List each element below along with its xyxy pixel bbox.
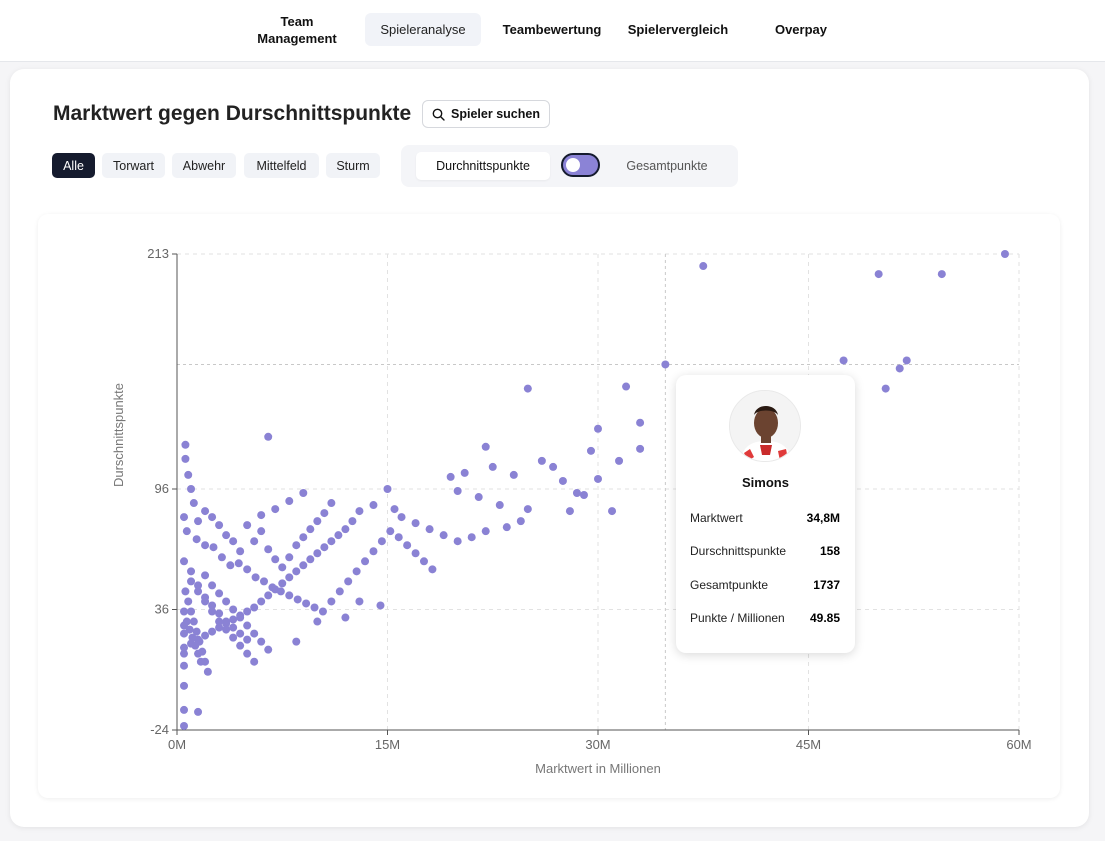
filter-chip-alle[interactable]: Alle [52, 153, 95, 178]
page-title: Marktwert gegen Durschnittspunkte [53, 102, 412, 125]
nav-tab-spieleranalyse[interactable]: Spieleranalyse [365, 13, 481, 46]
tooltip-row-durchschnittspunkte: Durschnittspunkte 158 [690, 544, 840, 558]
filter-chip-torwart[interactable]: Torwart [102, 153, 165, 178]
search-icon [432, 108, 445, 121]
player-tooltip: Simons Marktwert 34,8M Durschnittspunkte 1… [676, 375, 855, 653]
tooltip-row-gesamtpunkte: Gesamtpunkte 1737 [690, 578, 840, 592]
filter-chip-abwehr[interactable]: Abwehr [172, 153, 236, 178]
filter-chip-sturm[interactable]: Sturm [326, 153, 380, 178]
tooltip-row-marktwert: Marktwert 34,8M [690, 511, 840, 525]
player-avatar [729, 390, 801, 462]
nav-tab-team-management[interactable]: Team Management [257, 13, 337, 46]
metric-option-gesamtpunkte[interactable]: Gesamtpunkte [626, 159, 708, 173]
search-player-button[interactable]: Spieler suchen [422, 100, 550, 128]
tooltip-row-punkte-pro-million: Punkte / Millionen 49.85 [690, 611, 840, 625]
nav-tab-teambewertung[interactable]: Teambewertung [502, 22, 602, 37]
top-navigation: Team Management Spieleranalyse Teambewer… [0, 0, 1105, 62]
metric-switch[interactable] [561, 153, 600, 177]
nav-tab-overpay[interactable]: Overpay [774, 22, 828, 37]
switch-knob [566, 158, 580, 172]
nav-tab-spielervergleich[interactable]: Spielervergleich [627, 22, 729, 37]
player-avatar-image [730, 391, 800, 461]
chart-card [38, 214, 1060, 798]
tooltip-player-name: Simons [742, 475, 789, 490]
filter-chip-mittelfeld[interactable]: Mittelfeld [244, 153, 319, 178]
metric-toggle: Durchnittspunkte Gesamtpunkte [401, 145, 738, 187]
search-player-label: Spieler suchen [451, 107, 540, 121]
metric-option-durchschnittspunkte[interactable]: Durchnittspunkte [416, 152, 550, 180]
